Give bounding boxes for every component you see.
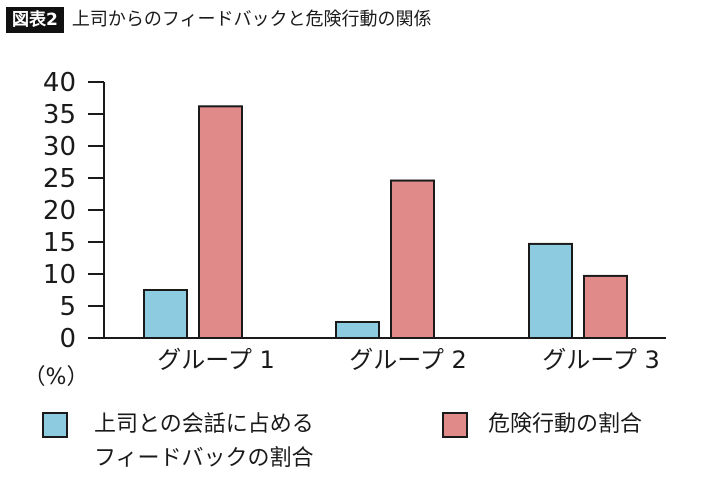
bar-2-3: [583, 274, 628, 340]
x-tick-label: グループ 2: [349, 346, 466, 374]
legend-swatch-series-1: [42, 412, 68, 438]
legend-swatch-series-2: [442, 412, 468, 438]
y-tick-label: 35: [43, 100, 76, 130]
y-tick-label: 5: [59, 292, 76, 322]
y-tick-label: 25: [43, 164, 76, 194]
y-tick-label: 30: [43, 132, 76, 162]
legend-label-series-2: 危険行動の割合: [488, 412, 643, 437]
figure-badge: 図表2: [6, 7, 64, 33]
x-tick-label: グループ 1: [157, 346, 274, 374]
bar-1-3: [528, 242, 573, 339]
chart-title: 上司からのフィードバックと危険行動の関係: [71, 9, 432, 30]
x-tick-label: グループ 3: [542, 346, 659, 374]
y-tick-label: 40: [43, 68, 76, 98]
bar-1-2: [335, 321, 380, 339]
bar-2-2: [390, 179, 435, 339]
y-tick-label: 15: [43, 228, 76, 258]
y-tick-label: 20: [43, 196, 76, 226]
y-tick-label: 10: [43, 260, 76, 290]
legend-item-series-2: 危険行動の割合: [442, 408, 702, 444]
y-tick-label: 0: [59, 324, 76, 354]
figure-header: 図表2 上司からのフィードバックと危険行動の関係: [6, 6, 431, 34]
y-axis-label: （%）: [24, 365, 89, 390]
bar-1-1: [143, 289, 188, 339]
legend-item-series-1: 上司との会話に占める フィードバックの割合: [42, 408, 382, 478]
legend-label-series-1: 上司との会話に占める フィードバックの割合: [94, 412, 314, 471]
bar-2-1: [198, 105, 243, 339]
